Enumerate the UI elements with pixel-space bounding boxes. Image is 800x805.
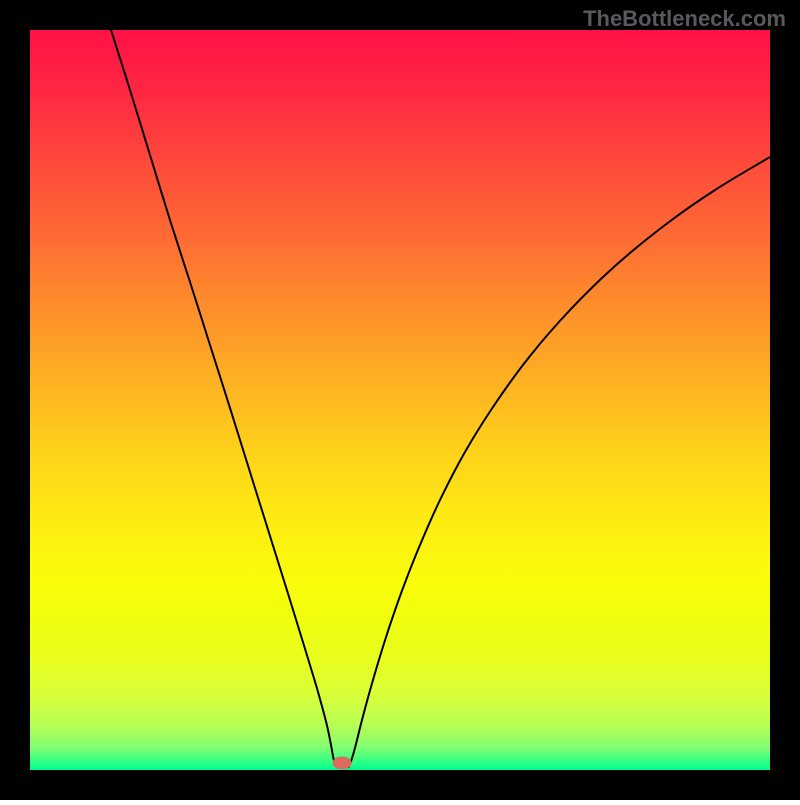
chart-svg bbox=[0, 0, 800, 800]
optimal-point-marker bbox=[333, 757, 351, 769]
chart-plot-area bbox=[30, 30, 770, 770]
bottleneck-chart: TheBottleneck.com bbox=[0, 0, 800, 800]
